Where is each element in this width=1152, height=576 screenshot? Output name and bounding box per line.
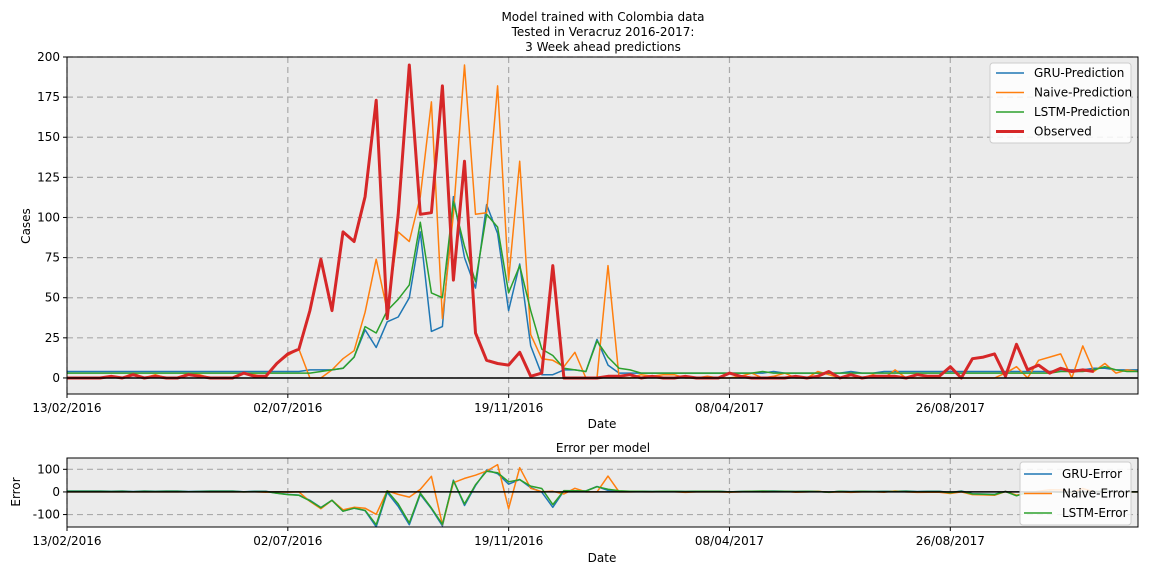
main-y-axis-label: Cases xyxy=(19,208,33,244)
y-tick-label: -100 xyxy=(33,508,60,522)
main-legend-box xyxy=(989,62,1132,144)
error-legend: GRU-Error Naive-Error LSTM-Error xyxy=(1019,461,1132,526)
y-tick-label: 100 xyxy=(37,462,60,476)
legend-label: LSTM-Error xyxy=(1062,506,1128,520)
main-plot-area xyxy=(67,57,1138,394)
legend-label: Naive-Error xyxy=(1062,487,1130,501)
x-tick-label: 08/04/2017 xyxy=(695,534,764,548)
main-ticks: 0 25 50 75 100 125 150 175 200 13/02/2016 02/07/20… xyxy=(32,50,984,415)
error-plot-frame xyxy=(66,457,1139,528)
error-chart: Error per model -100 0 100 13/02/2016 02/07/… xyxy=(9,441,1139,565)
y-tick-label: 200 xyxy=(37,50,60,64)
main-series-group xyxy=(67,63,1139,380)
error-legend-items: GRU-Error Naive-Error LSTM-Error xyxy=(1024,467,1130,520)
main-plot-frame xyxy=(66,56,1139,395)
main-chart-title-line-2: Tested in Veracruz 2016-2017: xyxy=(511,25,695,39)
error-series-group xyxy=(67,463,1139,528)
y-tick-label: 25 xyxy=(45,331,60,345)
series-line-gru-prediction xyxy=(67,195,1138,376)
legend-label: LSTM-Prediction xyxy=(1034,105,1130,119)
y-tick-label: 100 xyxy=(37,210,60,224)
legend-label: GRU-Error xyxy=(1062,467,1122,481)
main-legend-items: GRU-Prediction Naive-Prediction LSTM-Predi… xyxy=(996,66,1132,139)
x-tick-label: 13/02/2016 xyxy=(32,534,101,548)
x-tick-label: 19/11/2016 xyxy=(474,401,543,415)
error-legend-box xyxy=(1019,461,1132,526)
x-tick-label: 19/11/2016 xyxy=(474,534,543,548)
x-tick-label: 26/08/2017 xyxy=(916,401,985,415)
legend-label: Naive-Prediction xyxy=(1034,86,1132,100)
main-chart-title-line-1: Model trained with Colombia data xyxy=(501,10,704,24)
y-tick-label: 150 xyxy=(37,130,60,144)
error-y-axis-label: Error xyxy=(9,477,23,506)
error-chart-title: Error per model xyxy=(556,441,650,455)
main-chart: Model trained with Colombia data Tested … xyxy=(19,10,1139,431)
y-tick-label: 50 xyxy=(45,291,60,305)
x-tick-label: 26/08/2017 xyxy=(916,534,985,548)
y-tick-label: 0 xyxy=(52,371,60,385)
y-tick-label: 125 xyxy=(37,170,60,184)
x-tick-label: 02/07/2016 xyxy=(253,401,322,415)
x-tick-label: 08/04/2017 xyxy=(695,401,764,415)
legend-label: GRU-Prediction xyxy=(1034,66,1124,80)
main-legend: GRU-Prediction Naive-Prediction LSTM-Predi… xyxy=(989,62,1132,144)
main-chart-title-line-3: 3 Week ahead predictions xyxy=(525,40,681,54)
error-ticks: -100 0 100 13/02/2016 02/07/2016 19/11/2016 08… xyxy=(32,462,984,548)
error-x-axis-label: Date xyxy=(588,551,617,565)
y-tick-label: 0 xyxy=(52,485,60,499)
main-x-axis-label: Date xyxy=(588,417,617,431)
x-tick-label: 02/07/2016 xyxy=(253,534,322,548)
y-tick-label: 175 xyxy=(37,90,60,104)
legend-label: Observed xyxy=(1034,125,1092,139)
y-tick-label: 75 xyxy=(45,251,60,265)
x-tick-label: 13/02/2016 xyxy=(32,401,101,415)
